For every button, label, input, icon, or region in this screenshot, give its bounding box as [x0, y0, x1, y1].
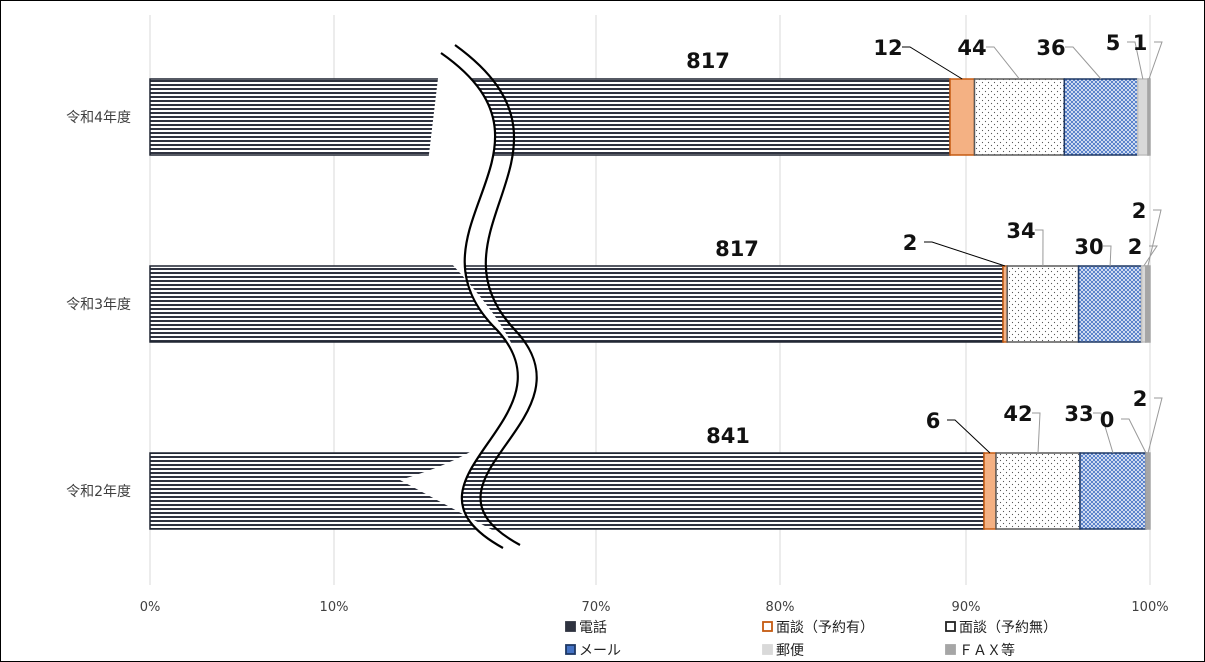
bar-1-series-5 [1145, 265, 1151, 343]
value-label-0-4: 5 [1106, 31, 1121, 55]
value-label-1-2: 34 [1006, 219, 1035, 243]
bar-0-series-0 [149, 78, 951, 156]
bar-2-series-2 [995, 452, 1081, 530]
value-label-1-1: 2 [903, 231, 918, 255]
axis-break-marker [400, 44, 538, 549]
value-label-2-4: 0 [1100, 408, 1115, 432]
value-label-1-0: 817 [715, 237, 759, 261]
x-tick-label-0: 0% [140, 600, 161, 615]
value-label-1-5: 2 [1132, 199, 1147, 223]
x-tick-label-4: 90% [952, 600, 981, 615]
legend-label-4: 郵便 [776, 643, 804, 659]
bar-2-series-0 [149, 452, 985, 530]
value-label-0-2: 44 [957, 36, 986, 60]
bar-2-series-1 [983, 452, 997, 530]
leader-0-2 [986, 46, 1020, 80]
leader-2-5 [1147, 397, 1163, 454]
leader-0-1 [902, 46, 963, 80]
bars-layer [149, 78, 1151, 530]
leader-0-4 [1127, 41, 1144, 80]
bar-1-series-3 [1077, 265, 1143, 343]
value-label-1-4: 2 [1128, 235, 1143, 259]
bar-1-series-0 [149, 265, 1004, 343]
value-label-2-3: 33 [1064, 402, 1093, 426]
value-label-0-0: 817 [686, 49, 730, 73]
bar-2-series-5 [1145, 452, 1151, 530]
leader-1-3 [1103, 245, 1112, 267]
category-label-2: 令和2年度 [66, 484, 131, 500]
bar-0-series-4 [1137, 78, 1149, 156]
bar-1-series-2 [1006, 265, 1080, 343]
bar-0-series-3 [1063, 78, 1139, 156]
axis-break-fill [400, 53, 522, 548]
legend-label-3: メール [579, 643, 621, 659]
bar-2-series-3 [1079, 452, 1147, 530]
tick-labels: 0% 10% 70% 80% 90% 100% [140, 600, 1169, 615]
bar-0-series-5 [1147, 78, 1151, 156]
x-tick-label-2: 70% [582, 600, 611, 615]
value-label-0-3: 36 [1036, 36, 1065, 60]
leader-2-1 [947, 419, 991, 454]
leader-1-1 [924, 241, 1006, 267]
label-leaders [902, 41, 1163, 454]
axis-break-line-left [440, 52, 519, 549]
bar-0-series-1 [949, 78, 976, 156]
value-label-0-1: 12 [873, 36, 902, 60]
legend-swatch-2 [945, 621, 956, 632]
value-label-2-1: 6 [926, 409, 941, 433]
legend-swatch-3 [565, 644, 576, 655]
x-tick-label-1: 10% [320, 600, 349, 615]
value-label-1-3: 30 [1074, 235, 1103, 259]
legend-swatch-4 [762, 644, 773, 655]
legend-swatch-5 [945, 644, 956, 655]
legend-swatch-0 [565, 621, 576, 632]
value-label-0-5: 1 [1133, 31, 1148, 55]
value-label-2-5: 2 [1133, 387, 1148, 411]
leader-2-3 [1093, 412, 1114, 454]
value-label-2-2: 42 [1003, 402, 1032, 426]
category-label-1: 令和3年度 [66, 297, 131, 313]
axis-break-line-right [454, 44, 538, 546]
legend-label-1: 面談（予約有） [776, 620, 874, 636]
leader-1-5 [1147, 209, 1162, 267]
leader-1-4 [1143, 245, 1158, 267]
x-tick-label-3: 80% [766, 600, 795, 615]
legend-label-5: ＦＡＸ等 [959, 642, 1015, 659]
leader-1-2 [1035, 229, 1044, 267]
leader-2-4 [1121, 418, 1147, 454]
legend-label-0: 電話 [579, 619, 607, 636]
leader-0-3 [1065, 46, 1102, 80]
value-label-2-0: 841 [706, 424, 750, 448]
leader-0-5 [1148, 41, 1163, 80]
legend: 電話 面談（予約有） 面談（予約無） メール 郵便 ＦＡＸ等 [565, 619, 1057, 659]
leader-2-2 [1032, 412, 1041, 454]
x-tick-label-5: 100% [1131, 600, 1168, 615]
legend-swatch-1 [762, 621, 773, 632]
category-label-0: 令和4年度 [66, 110, 131, 126]
legend-label-2: 面談（予約無） [959, 620, 1057, 636]
bar-0-series-2 [973, 78, 1066, 156]
